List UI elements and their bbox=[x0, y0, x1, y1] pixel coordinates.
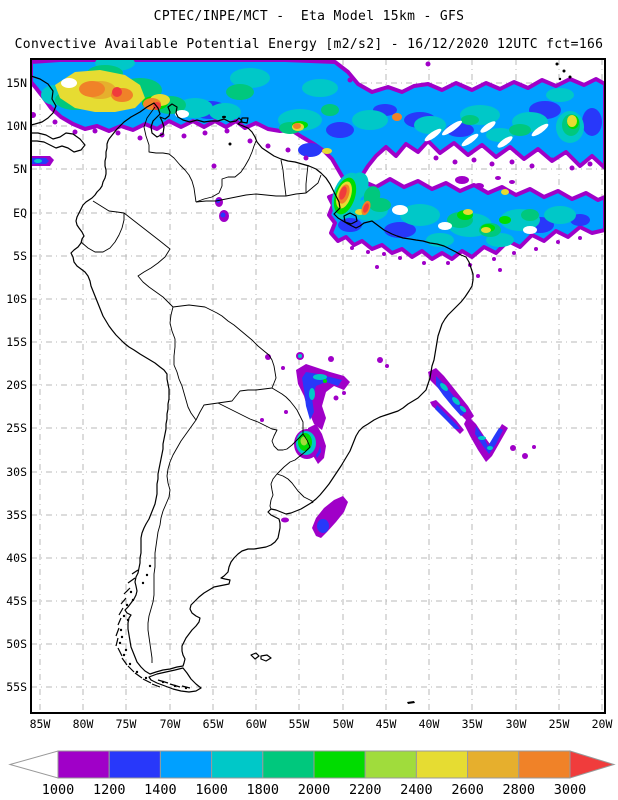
colorbar-below-arrow bbox=[8, 750, 59, 779]
colorbar-segment bbox=[108, 750, 161, 779]
geography bbox=[30, 62, 572, 704]
lat-tick-label: 15S bbox=[6, 335, 27, 349]
lon-tick-label: 75W bbox=[116, 717, 137, 731]
lat-tick-label: 35S bbox=[6, 508, 27, 522]
colorbar-tick-label: 2400 bbox=[400, 782, 433, 798]
colorbar-segment bbox=[415, 750, 469, 779]
lat-tick-label: 10N bbox=[6, 119, 27, 133]
colorbar-tick-label: 2000 bbox=[298, 782, 331, 798]
lat-tick-label: 40S bbox=[6, 551, 27, 565]
lat-tick-label: 45S bbox=[6, 594, 27, 608]
purple-fringe-dots-equatorial bbox=[350, 236, 582, 278]
offshore-se-brazil-streaks bbox=[428, 368, 536, 462]
colorbar-tick-label: 2800 bbox=[503, 782, 536, 798]
offshore-uruguay-cell bbox=[281, 496, 348, 538]
colorbar-tick-label: 2200 bbox=[349, 782, 382, 798]
central-america-coastline bbox=[30, 75, 86, 153]
colorbar-tick-label: 3000 bbox=[554, 782, 587, 798]
colorbar-segment bbox=[313, 750, 366, 779]
patagonia-fjord-texture bbox=[115, 564, 191, 690]
cape-shaded-field bbox=[31, 59, 605, 538]
colorbar-segment bbox=[467, 750, 520, 779]
lat-tick-label: 55S bbox=[6, 680, 27, 694]
lon-tick-label: 25W bbox=[549, 717, 570, 731]
equatorial-band-shading bbox=[327, 172, 605, 278]
itcz-band-shading bbox=[31, 59, 605, 191]
colorbar-tick-label: 1600 bbox=[195, 782, 228, 798]
lon-axis-labels: 85W 80W 75W 70W 65W 60W 55W 50W 45W 40W … bbox=[30, 717, 613, 731]
colorbar-segment bbox=[364, 750, 417, 779]
colorbar-tick-label: 1000 bbox=[42, 782, 75, 798]
titles: CPTEC/INPE/MCT - Eta Model 15km - GFS Co… bbox=[15, 9, 604, 52]
lon-tick-label: 50W bbox=[333, 717, 354, 731]
lat-tick-label: 5N bbox=[13, 162, 27, 176]
lon-tick-label: 85W bbox=[30, 717, 51, 731]
colorbar-tick-label: 1200 bbox=[93, 782, 126, 798]
lat-tick-label: EQ bbox=[13, 206, 27, 220]
colorbar-segment bbox=[262, 750, 315, 779]
lon-tick-label: 65W bbox=[203, 717, 224, 731]
lat-tick-label: 25S bbox=[6, 421, 27, 435]
lon-tick-label: 30W bbox=[506, 717, 527, 731]
lat-tick-label: 50S bbox=[6, 637, 27, 651]
colorbar-segment bbox=[518, 750, 571, 779]
lon-tick-label: 20W bbox=[592, 717, 613, 731]
small-island-dots bbox=[222, 62, 572, 704]
south-america-coastline bbox=[70, 102, 474, 675]
lat-axis-labels: 15N 10N 5N EQ 5S 10S 15S 20S 25S 30S 35S… bbox=[6, 76, 27, 694]
lon-tick-label: 45W bbox=[376, 717, 397, 731]
lon-tick-label: 80W bbox=[73, 717, 94, 731]
paraguay-parana-streaks bbox=[260, 352, 389, 464]
colorbar-segment bbox=[57, 750, 110, 779]
pacific-5n-cell bbox=[31, 156, 54, 166]
lon-tick-label: 35W bbox=[462, 717, 483, 731]
lon-tick-label: 60W bbox=[246, 717, 267, 731]
colorbar-labels: 1000 1200 1400 1600 1800 2000 2200 2400 … bbox=[42, 782, 587, 798]
figure-title: CPTEC/INPE/MCT - Eta Model 15km - GFS bbox=[154, 9, 465, 24]
islands bbox=[148, 117, 358, 693]
lat-tick-label: 30S bbox=[6, 465, 27, 479]
lon-tick-label: 55W bbox=[289, 717, 310, 731]
lat-tick-label: 5S bbox=[13, 249, 27, 263]
lat-tick-label: 15N bbox=[6, 76, 27, 90]
colorbar-tick-label: 1400 bbox=[144, 782, 177, 798]
colorbar-segment bbox=[159, 750, 213, 779]
interior-weak-cells bbox=[211, 163, 229, 222]
lat-tick-label: 10S bbox=[6, 292, 27, 306]
map-frame bbox=[30, 58, 606, 714]
colorbar: 1000 1200 1400 1600 1800 2000 2200 2400 … bbox=[8, 750, 616, 798]
lon-tick-label: 70W bbox=[160, 717, 181, 731]
colorbar-segment bbox=[211, 750, 264, 779]
colorbar-tick-label: 1800 bbox=[247, 782, 280, 798]
colorbar-tick-label: 2600 bbox=[451, 782, 484, 798]
figure-subtitle: Convective Available Potential Energy [m… bbox=[15, 37, 604, 52]
lon-tick-label: 40W bbox=[419, 717, 440, 731]
lat-tick-label: 20S bbox=[6, 378, 27, 392]
colorbar-above-arrow bbox=[569, 750, 616, 779]
country-borders bbox=[80, 106, 322, 663]
